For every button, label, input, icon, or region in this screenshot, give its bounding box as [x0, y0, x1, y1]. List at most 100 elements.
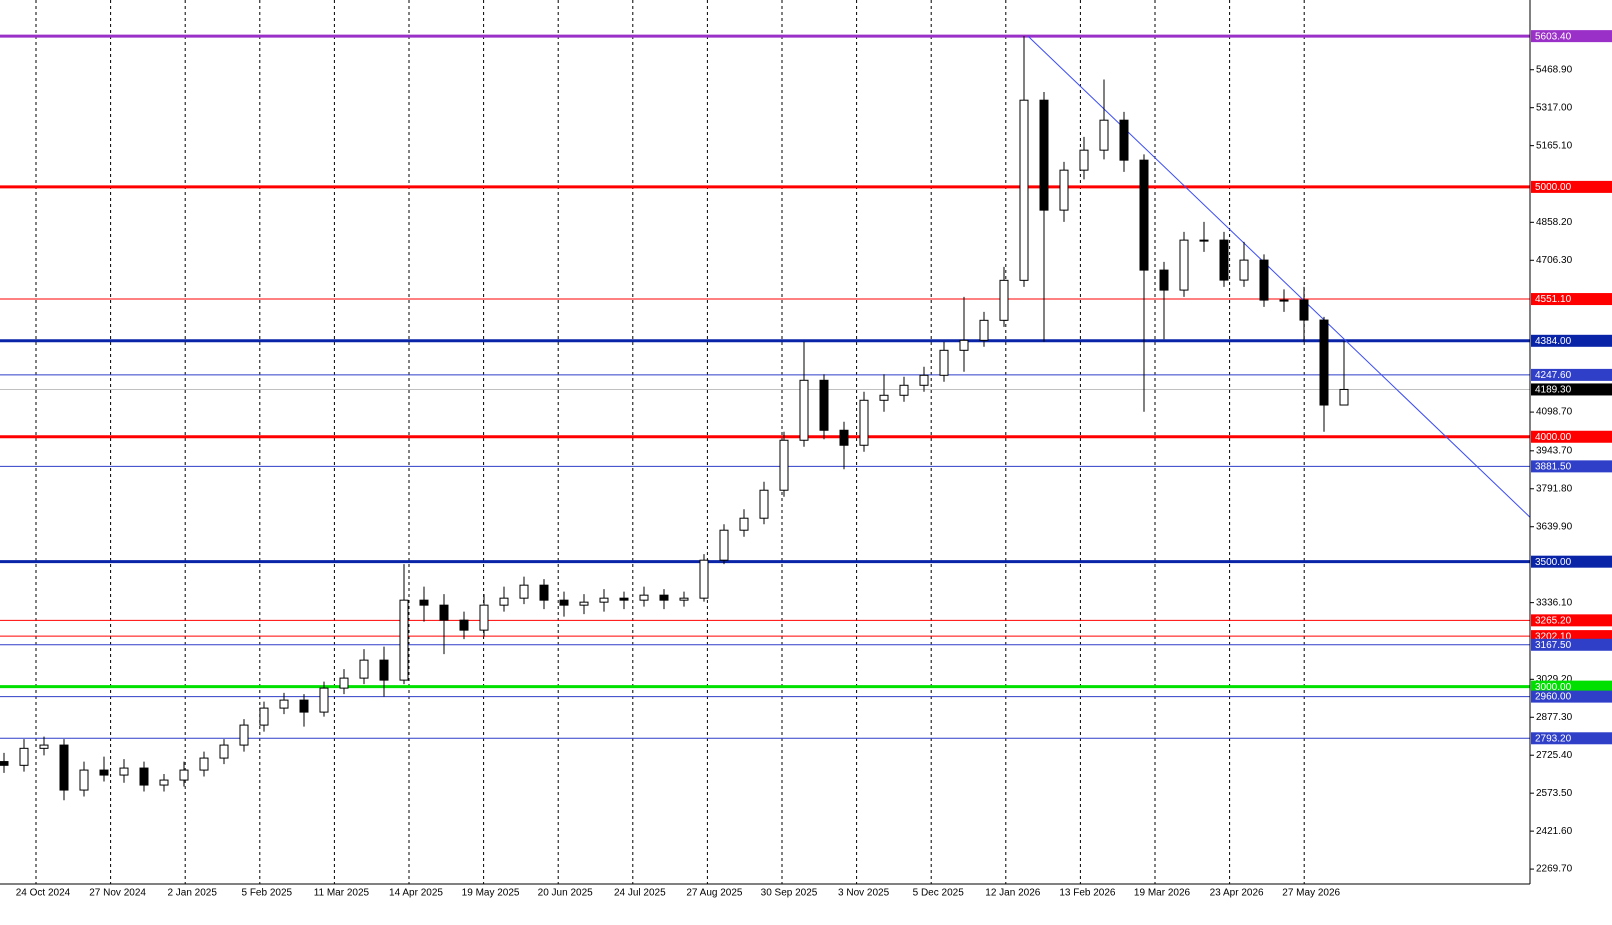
- candle-body: [319, 687, 329, 713]
- x-tick-label: 23 Apr 2026: [1210, 888, 1264, 899]
- trendline: [1027, 35, 1531, 518]
- y-tick-label: 2421.60: [1536, 826, 1573, 837]
- level-label-box: [1531, 334, 1612, 347]
- level-label-box: [1531, 180, 1612, 193]
- candle-body: [1099, 119, 1109, 151]
- x-tick-label: 13 Feb 2026: [1059, 888, 1116, 899]
- candle-body: [99, 769, 109, 776]
- candle-body: [879, 394, 889, 401]
- candle-body: [139, 767, 149, 786]
- y-tick-label: 3943.70: [1536, 445, 1573, 456]
- candle-body: [1119, 119, 1129, 161]
- x-tick-label: 30 Sep 2025: [761, 888, 818, 899]
- x-tick-label: 27 Aug 2025: [686, 888, 743, 899]
- candle-body: [1179, 239, 1189, 291]
- level-label: 4384.00: [1535, 336, 1572, 347]
- candle-body: [1299, 299, 1309, 321]
- candle-body: [619, 597, 629, 601]
- level-label-box: [1531, 368, 1612, 381]
- candle-body: [479, 604, 489, 631]
- level-label: 2960.00: [1535, 692, 1572, 703]
- candle-body: [499, 597, 509, 606]
- x-tick-label: 14 Apr 2025: [389, 888, 443, 899]
- candle-body: [179, 769, 189, 781]
- level-label-box: [1531, 555, 1612, 568]
- level-label: 5000.00: [1535, 182, 1572, 193]
- candle-body: [439, 604, 449, 621]
- candle-body: [579, 601, 589, 606]
- candle-body: [679, 597, 689, 601]
- candle-body: [539, 584, 549, 601]
- candle-body: [739, 517, 749, 531]
- x-tick-label: 19 May 2025: [462, 888, 520, 899]
- level-label-box: [1531, 430, 1612, 443]
- candle-body: [779, 439, 789, 491]
- level-label: 3202.10: [1535, 631, 1572, 642]
- candle-body: [1019, 99, 1029, 281]
- candle-body: [1199, 239, 1209, 242]
- candle-body: [1059, 169, 1069, 211]
- candle-body: [1139, 159, 1149, 271]
- candle-body: [239, 724, 249, 746]
- x-tick-label: 27 May 2026: [1282, 888, 1340, 899]
- candle-body: [639, 594, 649, 601]
- y-tick-label: 2725.40: [1536, 750, 1573, 761]
- x-tick-label: 3 Nov 2025: [838, 888, 890, 899]
- candle-body: [599, 597, 609, 603]
- candle-body: [0, 761, 9, 766]
- candle-body: [759, 489, 769, 519]
- candle-body: [419, 599, 429, 606]
- x-tick-label: 24 Oct 2024: [16, 888, 71, 899]
- y-tick-label: 4098.70: [1536, 407, 1573, 418]
- y-tick-label: 5317.00: [1536, 102, 1573, 113]
- y-tick-label: 3791.80: [1536, 483, 1573, 494]
- candle-body: [1239, 259, 1249, 281]
- candle-body: [299, 699, 309, 713]
- candle-body: [799, 379, 809, 441]
- candle-body: [719, 529, 729, 561]
- candle-body: [819, 379, 829, 431]
- candle-body: [119, 767, 129, 776]
- y-tick-label: 5468.90: [1536, 64, 1573, 75]
- candle-body: [979, 319, 989, 341]
- level-label-box: [1531, 680, 1612, 693]
- candle-body: [899, 384, 909, 396]
- candle-body: [199, 757, 209, 771]
- level-label-box: [1531, 460, 1612, 473]
- x-tick-label: 2 Jan 2025: [167, 888, 217, 899]
- level-label: 3167.50: [1535, 640, 1572, 651]
- x-tick-label: 12 Jan 2026: [985, 888, 1040, 899]
- level-label: 3500.00: [1535, 557, 1572, 568]
- candle-body: [459, 619, 469, 631]
- y-tick-label: 4706.30: [1536, 255, 1573, 266]
- candle-body: [39, 744, 49, 749]
- candle-body: [19, 747, 29, 766]
- candle-body: [399, 599, 409, 681]
- y-tick-label: 3336.10: [1536, 597, 1573, 608]
- candle-body: [339, 677, 349, 689]
- candle-body: [1339, 388, 1349, 406]
- level-label-box: [1531, 30, 1612, 43]
- candle-body: [259, 707, 269, 726]
- y-tick-label: 2269.70: [1536, 864, 1573, 875]
- y-tick-label: 2877.30: [1536, 712, 1573, 723]
- candle-body: [1159, 269, 1169, 291]
- level-label: 3265.20: [1535, 615, 1572, 626]
- candle-body: [359, 659, 369, 679]
- x-tick-label: 5 Dec 2025: [913, 888, 965, 899]
- candle-body: [1319, 319, 1329, 406]
- level-label: 3881.50: [1535, 462, 1572, 473]
- candle-body: [859, 399, 869, 446]
- y-tick-label: 3029.20: [1536, 674, 1573, 685]
- candle-body: [279, 699, 289, 709]
- candle-body: [839, 429, 849, 446]
- level-label-box: [1531, 383, 1612, 396]
- level-label-box: [1531, 732, 1612, 745]
- candle-body: [959, 339, 969, 351]
- candle-body: [1279, 299, 1289, 302]
- level-label: 4189.30: [1535, 385, 1572, 396]
- candle-body: [59, 744, 69, 791]
- level-label-box: [1531, 690, 1612, 703]
- level-label: 4247.60: [1535, 370, 1572, 381]
